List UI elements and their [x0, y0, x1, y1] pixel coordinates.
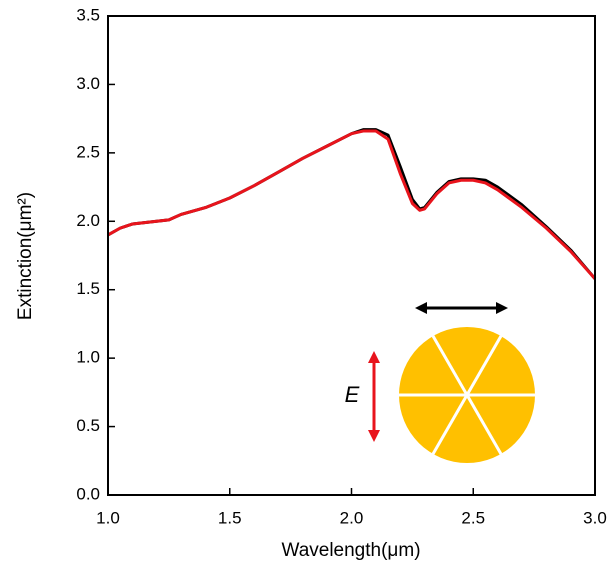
x-tick-label: 1.5 — [218, 508, 242, 527]
x-tick-label: 2.5 — [461, 508, 485, 527]
disk — [399, 327, 535, 463]
y-tick-label: 0.0 — [76, 484, 100, 503]
y-tick-label: 3.5 — [76, 5, 100, 24]
x-axis-label: Wavelength(μm) — [281, 540, 420, 561]
plot-frame — [107, 15, 596, 496]
y-tick-label: 2.0 — [76, 211, 100, 230]
y-axis-label: Extinction(μm²) — [15, 192, 36, 320]
y-tick-label: 1.5 — [76, 279, 100, 298]
y-tick-label: 3.0 — [76, 74, 100, 93]
line-series — [107, 128, 597, 280]
x-tick-label: 2.0 — [340, 508, 364, 527]
y-tick-label: 0.5 — [76, 416, 100, 435]
y-tick-label: 2.5 — [76, 142, 100, 161]
x-tick-label: 1.0 — [96, 508, 120, 527]
x-tick-label: 3.0 — [583, 508, 607, 527]
plot-area: 0.0 0.5 1.0 1.5 2.0 2.5 3.0 3.5 1.0 1.5 2.0 2.5 3.0 — [76, 5, 606, 527]
annotation: E — [345, 382, 360, 407]
line-series — [107, 129, 597, 280]
y-tick-label: 1.0 — [76, 348, 100, 367]
